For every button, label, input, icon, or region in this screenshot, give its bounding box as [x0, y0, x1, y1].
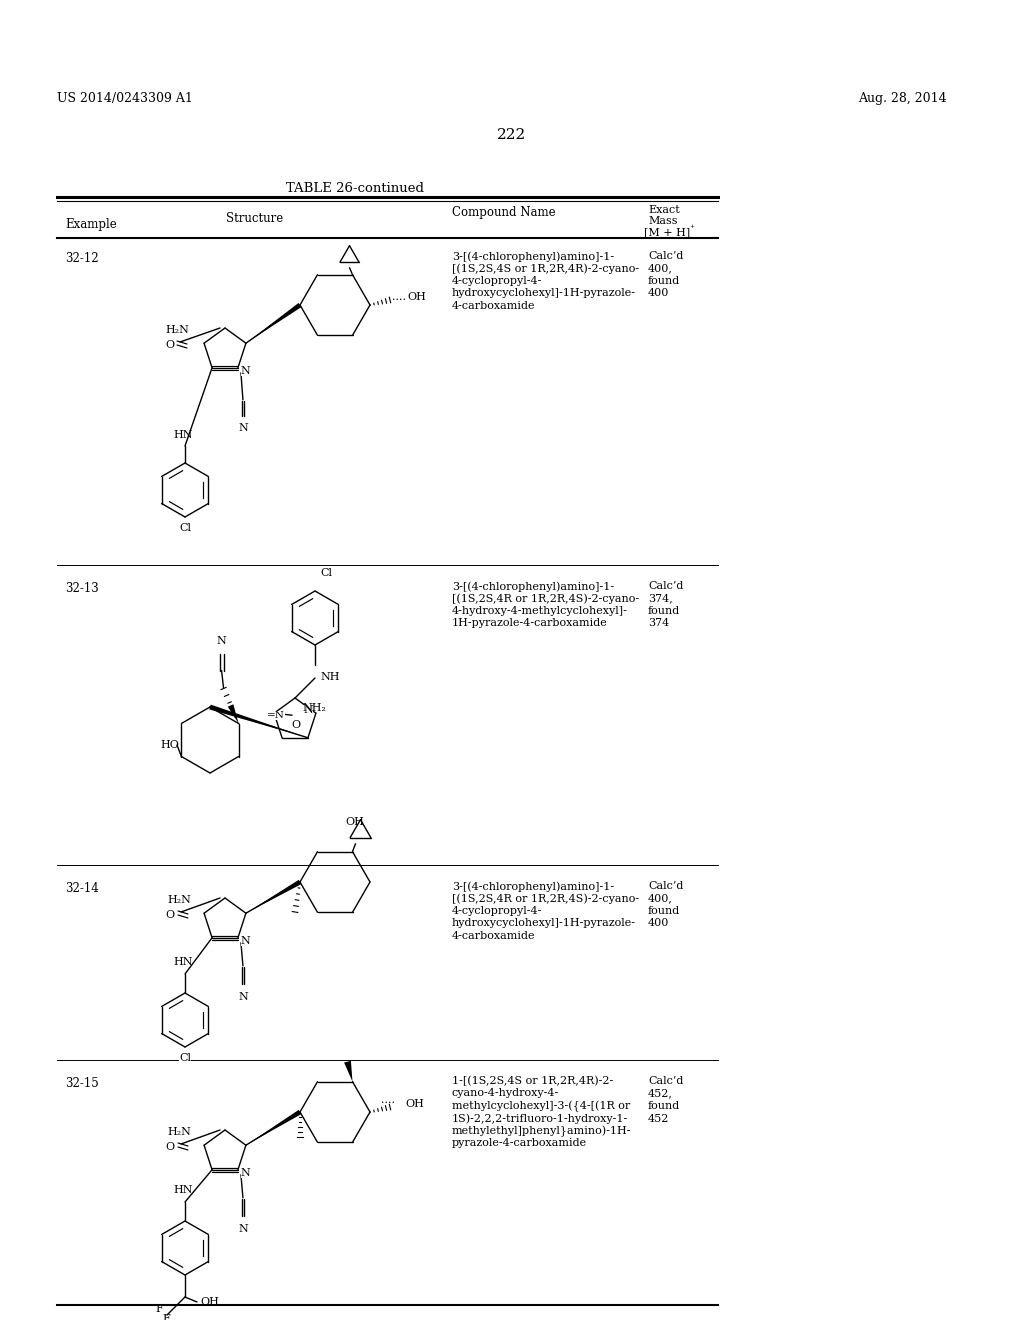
Text: F: F	[156, 1304, 163, 1313]
Text: H₂N: H₂N	[167, 1127, 190, 1137]
Text: 4-cyclopropyl-4-: 4-cyclopropyl-4-	[452, 276, 543, 286]
Text: Cl: Cl	[179, 1053, 191, 1063]
Text: 3-[(4-chlorophenyl)amino]-1-: 3-[(4-chlorophenyl)amino]-1-	[452, 251, 614, 261]
Text: Cl: Cl	[319, 568, 332, 578]
Text: ....: ....	[381, 1096, 395, 1105]
Text: Calc’d: Calc’d	[648, 1076, 683, 1086]
Text: O: O	[166, 341, 174, 350]
Text: 4-carboxamide: 4-carboxamide	[452, 301, 536, 312]
Text: OH: OH	[200, 1298, 219, 1307]
Text: 32-13: 32-13	[65, 582, 98, 595]
Text: HN: HN	[173, 430, 193, 440]
Text: Structure: Structure	[226, 213, 284, 224]
Text: Exact: Exact	[648, 205, 680, 215]
Text: hydroxycyclohexyl]-1H-pyrazole-: hydroxycyclohexyl]-1H-pyrazole-	[452, 919, 636, 928]
Text: N: N	[238, 422, 248, 433]
Text: Example: Example	[65, 218, 117, 231]
Text: 1H-pyrazole-4-carboxamide: 1H-pyrazole-4-carboxamide	[452, 619, 608, 628]
Text: 452: 452	[648, 1114, 670, 1123]
Text: N: N	[241, 936, 251, 946]
Text: O: O	[166, 909, 174, 920]
Text: OH: OH	[345, 817, 364, 828]
Text: H₂N: H₂N	[165, 325, 188, 335]
Text: N: N	[238, 991, 248, 1002]
Text: TABLE 26-continued: TABLE 26-continued	[286, 182, 424, 195]
Text: found: found	[648, 906, 680, 916]
Text: NH₂: NH₂	[302, 704, 326, 713]
Text: N: N	[241, 366, 251, 376]
Text: 400,: 400,	[648, 894, 673, 903]
Text: [(1S,2S,4R or 1R,2R,4S)-2-cyano-: [(1S,2S,4R or 1R,2R,4S)-2-cyano-	[452, 894, 639, 904]
Text: found: found	[648, 606, 680, 616]
Text: ....: ....	[392, 292, 406, 302]
Text: Aug. 28, 2014: Aug. 28, 2014	[858, 92, 946, 106]
Text: =N: =N	[267, 710, 285, 719]
Text: O: O	[292, 721, 301, 730]
Text: Compound Name: Compound Name	[452, 206, 556, 219]
Text: 32-15: 32-15	[65, 1077, 98, 1090]
Text: HN: HN	[173, 1185, 193, 1195]
Text: Calc’d: Calc’d	[648, 880, 683, 891]
Polygon shape	[246, 1110, 301, 1146]
Text: HN: HN	[173, 957, 193, 968]
Text: [(1S,2S,4S or 1R,2R,4R)-2-cyano-: [(1S,2S,4S or 1R,2R,4R)-2-cyano-	[452, 264, 639, 275]
Text: 4-hydroxy-4-methylcyclohexyl]-: 4-hydroxy-4-methylcyclohexyl]-	[452, 606, 628, 616]
Text: 4-carboxamide: 4-carboxamide	[452, 931, 536, 941]
Text: 3-[(4-chlorophenyl)amino]-1-: 3-[(4-chlorophenyl)amino]-1-	[452, 581, 614, 591]
Text: N: N	[241, 1168, 251, 1177]
Text: found: found	[648, 1101, 680, 1111]
Text: OH: OH	[406, 1100, 424, 1109]
Text: pyrazole-4-carboxamide: pyrazole-4-carboxamide	[452, 1138, 587, 1148]
Text: O: O	[166, 1142, 174, 1152]
Text: methylcyclohexyl]-3-({4-[(1R or: methylcyclohexyl]-3-({4-[(1R or	[452, 1101, 630, 1113]
Text: Calc’d: Calc’d	[648, 581, 683, 591]
Polygon shape	[227, 705, 239, 723]
Text: Cl: Cl	[179, 523, 191, 533]
Text: H₂N: H₂N	[167, 895, 190, 906]
Text: OH: OH	[407, 292, 426, 302]
Text: 32-14: 32-14	[65, 882, 98, 895]
Text: ⁺: ⁺	[689, 224, 694, 234]
Text: NH: NH	[319, 672, 340, 682]
Text: N: N	[238, 1224, 248, 1234]
Text: cyano-4-hydroxy-4-: cyano-4-hydroxy-4-	[452, 1089, 559, 1098]
Polygon shape	[246, 880, 301, 913]
Text: 1S)-2,2,2-trifluoro-1-hydroxy-1-: 1S)-2,2,2-trifluoro-1-hydroxy-1-	[452, 1114, 629, 1125]
Text: [M + H]: [M + H]	[644, 227, 690, 238]
Text: 400,: 400,	[648, 264, 673, 273]
Text: hydroxycyclohexyl]-1H-pyrazole-: hydroxycyclohexyl]-1H-pyrazole-	[452, 289, 636, 298]
Text: 400: 400	[648, 289, 670, 298]
Text: 452,: 452,	[648, 1089, 673, 1098]
Text: HO: HO	[160, 741, 179, 750]
Text: 400: 400	[648, 919, 670, 928]
Polygon shape	[344, 1061, 352, 1081]
Text: 4-cyclopropyl-4-: 4-cyclopropyl-4-	[452, 906, 543, 916]
Text: N: N	[303, 705, 312, 715]
Text: 32-12: 32-12	[65, 252, 98, 265]
Text: found: found	[648, 276, 680, 286]
Text: 374: 374	[648, 619, 670, 628]
Text: [(1S,2S,4R or 1R,2R,4S)-2-cyano-: [(1S,2S,4R or 1R,2R,4S)-2-cyano-	[452, 594, 639, 605]
Text: Calc’d: Calc’d	[648, 251, 683, 261]
Text: N: N	[217, 635, 226, 645]
Polygon shape	[209, 705, 308, 738]
Text: F: F	[162, 1313, 170, 1320]
Text: methylethyl]phenyl}amino)-1H-: methylethyl]phenyl}amino)-1H-	[452, 1126, 632, 1138]
Text: 374,: 374,	[648, 594, 673, 603]
Text: 1-[(1S,2S,4S or 1R,2R,4R)-2-: 1-[(1S,2S,4S or 1R,2R,4R)-2-	[452, 1076, 613, 1086]
Polygon shape	[246, 304, 301, 343]
Text: 222: 222	[498, 128, 526, 143]
Text: Mass: Mass	[648, 216, 678, 226]
Text: 3-[(4-chlorophenyl)amino]-1-: 3-[(4-chlorophenyl)amino]-1-	[452, 880, 614, 891]
Text: US 2014/0243309 A1: US 2014/0243309 A1	[57, 92, 193, 106]
